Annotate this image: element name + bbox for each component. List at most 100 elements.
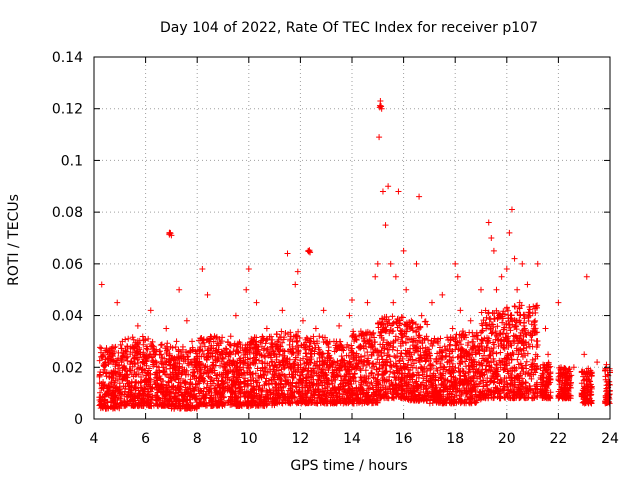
- data-point: [225, 397, 232, 404]
- data-point: [386, 353, 393, 360]
- data-point: [252, 349, 259, 356]
- data-point: [146, 402, 153, 409]
- data-point: [379, 344, 386, 351]
- data-point: [211, 377, 218, 384]
- data-point: [311, 400, 318, 407]
- data-point: [393, 362, 400, 369]
- data-point: [304, 400, 311, 407]
- data-point: [349, 332, 356, 339]
- data-point: [281, 372, 288, 379]
- data-point: [253, 356, 260, 363]
- data-point: [156, 348, 163, 355]
- data-point: [330, 392, 337, 399]
- data-point: [109, 397, 116, 404]
- data-point: [228, 360, 235, 367]
- data-point: [282, 329, 289, 336]
- data-point: [277, 384, 284, 391]
- data-point: [123, 354, 130, 361]
- data-point: [171, 362, 178, 369]
- data-point: [196, 385, 203, 392]
- data-point: [151, 360, 158, 367]
- data-point: [275, 387, 282, 394]
- data-point: [325, 341, 332, 348]
- data-point: [177, 376, 184, 383]
- data-point: [226, 386, 233, 393]
- data-point: [161, 402, 168, 409]
- x-tick-label: 10: [240, 431, 258, 447]
- data-point: [129, 363, 136, 370]
- data-point: [229, 387, 236, 394]
- data-point: [182, 405, 189, 412]
- data-point: [139, 390, 146, 397]
- data-point: [351, 371, 358, 378]
- data-point: [269, 336, 276, 343]
- data-point: [349, 388, 356, 395]
- data-point: [303, 374, 310, 381]
- data-point: [251, 359, 258, 366]
- data-point: [336, 394, 343, 401]
- data-point: [255, 357, 262, 364]
- data-point: [201, 395, 208, 402]
- data-point: [295, 328, 302, 335]
- data-point: [396, 357, 403, 364]
- data-point: [225, 370, 232, 377]
- data-point: [289, 345, 296, 352]
- data-point: [131, 368, 138, 375]
- data-point: [358, 343, 365, 350]
- data-point: [308, 373, 315, 380]
- data-point: [278, 366, 285, 373]
- data-point: [122, 365, 129, 372]
- data-point: [102, 403, 109, 410]
- data-point: [240, 349, 247, 356]
- data-point: [273, 331, 280, 338]
- data-point: [108, 379, 115, 386]
- data-point: [245, 393, 252, 400]
- data-point: [256, 395, 263, 402]
- data-point: [277, 393, 284, 400]
- data-point: [332, 376, 339, 383]
- data-point: [358, 358, 365, 365]
- data-point: [364, 357, 371, 364]
- data-point: [295, 348, 302, 355]
- data-point: [150, 343, 157, 350]
- data-point: [164, 340, 171, 347]
- data-point: [97, 368, 104, 375]
- data-point: [328, 361, 335, 368]
- data-point: [239, 386, 246, 393]
- data-point: [212, 353, 219, 360]
- data-point: [279, 357, 286, 364]
- data-point: [189, 347, 196, 354]
- data-point: [141, 337, 148, 344]
- data-point: [312, 399, 319, 406]
- data-point: [297, 379, 304, 386]
- data-point: [160, 364, 167, 371]
- data-point: [214, 357, 221, 364]
- data-point: [392, 354, 399, 361]
- data-point: [315, 386, 322, 393]
- data-point: [231, 342, 238, 349]
- data-point: [351, 394, 358, 401]
- data-point: [386, 330, 393, 337]
- data-point: [352, 333, 359, 340]
- data-point: [262, 340, 269, 347]
- data-point: [338, 342, 345, 349]
- data-point: [249, 395, 256, 402]
- data-point: [316, 333, 323, 340]
- data-point: [128, 386, 135, 393]
- data-point: [333, 371, 340, 378]
- data-point: [138, 366, 145, 373]
- data-point: [286, 346, 293, 353]
- data-point: [112, 363, 119, 370]
- data-point: [286, 371, 293, 378]
- data-point: [252, 392, 259, 399]
- data-point: [184, 360, 191, 367]
- data-point: [113, 372, 120, 379]
- data-point: [202, 391, 209, 398]
- data-point: [272, 350, 279, 357]
- data-point: [262, 368, 269, 375]
- data-point: [204, 354, 211, 361]
- data-point: [300, 394, 307, 401]
- data-point: [336, 364, 343, 371]
- data-point: [109, 383, 116, 390]
- data-point: [307, 369, 314, 376]
